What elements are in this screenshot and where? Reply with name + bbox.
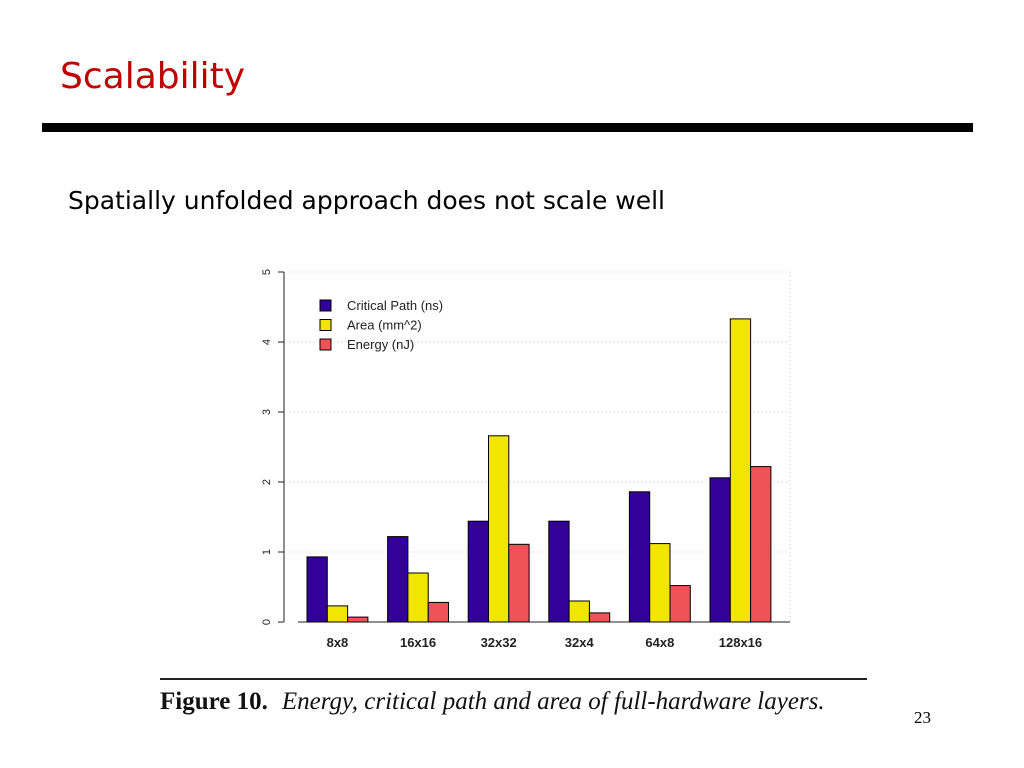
bar-32x4-area (568, 600, 590, 623)
bar-16x16-critical (387, 536, 409, 623)
bar-32x32-critical (467, 520, 490, 623)
legend-swatch (319, 299, 332, 312)
y-tick-label: 4 (261, 339, 273, 345)
y-tick-label: 5 (261, 269, 273, 275)
figure-caption-text: Energy, critical path and area of full-h… (281, 688, 825, 715)
caption-divider (160, 678, 867, 680)
bar-128x16-critical (709, 477, 731, 623)
x-tick-label: 64x8 (645, 635, 674, 650)
chart-axes: 0 1 2 3 4 5 8x8 16x16 32x32 32x4 64x8 128x16 (261, 269, 790, 650)
bar-8x8-critical (306, 556, 328, 623)
legend-label: Energy (nJ) (347, 337, 414, 352)
chart-gridlines (290, 271, 791, 622)
legend-swatch (319, 319, 332, 331)
bar-32x4-critical (548, 520, 570, 623)
bar-64x8-area (649, 543, 671, 623)
bar-32x32-energy (508, 543, 530, 623)
figure-caption: Figure 10. Energy, critical path and area… (160, 686, 825, 718)
bar-16x16-energy (427, 601, 450, 623)
x-tick-label: 8x8 (327, 635, 349, 650)
bar-32x32-area (488, 435, 510, 623)
chart-bars (306, 318, 772, 623)
bar-16x16-area (407, 572, 429, 623)
bar-64x8-energy (669, 585, 691, 623)
x-tick-label: 16x16 (400, 635, 436, 650)
bar-128x16-energy (750, 466, 772, 623)
bar-128x16-area (729, 318, 752, 623)
y-tick-label: 0 (261, 619, 273, 625)
bar-32x4-energy (588, 612, 611, 623)
x-tick-label: 32x4 (565, 635, 595, 650)
slide-title: Scalability (60, 56, 246, 97)
legend-label: Area (mm^2) (347, 318, 422, 333)
x-tick-label: 32x32 (481, 635, 517, 650)
legend-swatch (319, 338, 332, 351)
slide-subtitle: Spatially unfolded approach does not sca… (68, 186, 665, 215)
page-number: 23 (914, 708, 931, 727)
bar-8x8-area (326, 605, 349, 623)
bar-64x8-critical (628, 491, 651, 623)
y-tick-label: 1 (261, 549, 273, 555)
x-tick-label: 128x16 (719, 635, 762, 650)
chart-legend: Critical Path (ns) Area (mm^2) Energy (nJ) (319, 298, 443, 352)
y-tick-label: 3 (261, 409, 273, 415)
y-tick-label: 2 (261, 479, 273, 485)
bar-8x8-energy (347, 616, 369, 623)
legend-label: Critical Path (ns) (347, 298, 443, 313)
title-divider (42, 123, 973, 132)
figure-label: Figure 10. (160, 688, 268, 715)
